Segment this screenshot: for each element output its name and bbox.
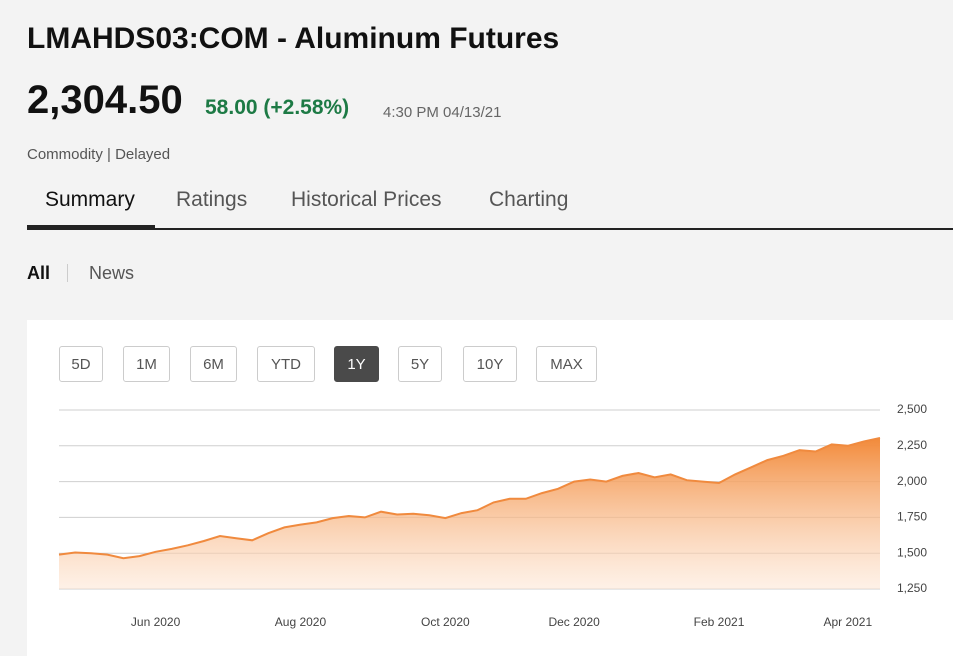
tab[interactable]: Ratings [176, 188, 248, 211]
range-button[interactable]: 1Y [334, 346, 379, 382]
y-tick-label: 1,500 [897, 545, 927, 559]
range-button[interactable]: 5Y [398, 346, 442, 382]
x-tick-label: Apr 2021 [823, 615, 872, 629]
x-tick-label: Aug 2020 [275, 615, 327, 629]
line [58, 437, 881, 560]
range-button[interactable]: 10Y [463, 346, 517, 382]
range-button[interactable]: YTD [257, 346, 315, 382]
x-tick-label: Dec 2020 [548, 615, 600, 629]
separator [67, 264, 68, 282]
price: 2,304.50 [27, 78, 183, 122]
title: LMAHDS03:COM - Aluminum Futures [27, 22, 560, 55]
x-tick-label: Oct 2020 [421, 615, 470, 629]
timestamp: 4:30 PM 04/13/21 [383, 104, 502, 121]
range-button[interactable]: 5D [59, 346, 103, 382]
y-tick-label: 1,750 [897, 510, 927, 524]
y-tick-label: 2,250 [897, 438, 927, 452]
x-tick-label: Feb 2021 [694, 615, 745, 629]
range-button[interactable]: 1M [123, 346, 170, 382]
y-tick-label: 2,000 [897, 474, 927, 488]
area-fill [59, 438, 880, 589]
filter[interactable]: All [27, 263, 51, 283]
tab[interactable]: Charting [489, 188, 569, 211]
range-button[interactable]: 6M [190, 346, 237, 382]
x-tick-label: Jun 2020 [131, 615, 181, 629]
range-button[interactable]: MAX [536, 346, 597, 382]
tab[interactable]: Historical Prices [291, 188, 442, 211]
filter[interactable]: News [89, 263, 135, 283]
change: 58.00 (+2.58%) [205, 96, 350, 119]
y-tick-label: 2,500 [897, 402, 927, 416]
divider [27, 228, 953, 230]
meta: Commodity | Delayed [27, 146, 171, 163]
tab[interactable]: Summary [45, 188, 135, 211]
active-indicator [27, 225, 155, 229]
y-tick-label: 1,250 [897, 581, 927, 595]
